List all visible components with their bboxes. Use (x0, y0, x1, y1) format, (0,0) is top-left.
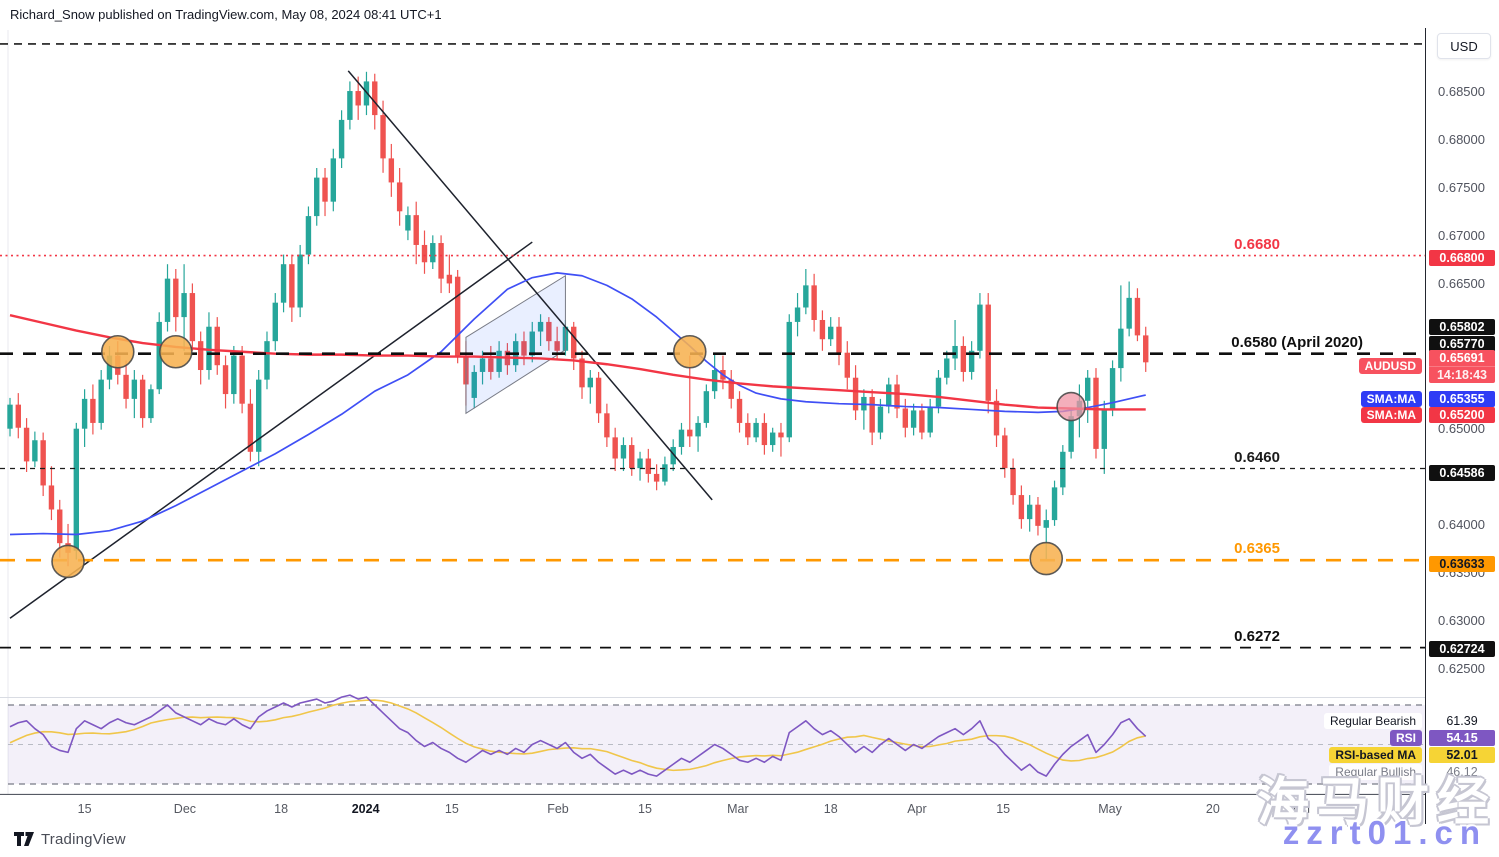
attribution-text: Richard_Snow published on TradingView.co… (10, 7, 442, 22)
price-tick-label: 0.63000 (1438, 613, 1485, 629)
rsi-row-value: 61.39 (1429, 713, 1495, 729)
time-tick-label: May (1098, 802, 1122, 816)
badge-value: 0.65355 (1439, 392, 1485, 406)
price-badge-0.65691: 0.65691 14:18:43 (1429, 350, 1495, 383)
time-tick-label: Mar (727, 802, 749, 816)
rsi-ma-line (9, 699, 1146, 772)
rsi-row-value: 46.12 (1429, 764, 1495, 780)
badge-value: 0.64586 (1439, 466, 1485, 480)
price-badge-0.66800: 0.66800 (1429, 250, 1495, 266)
sma-blue-line (9, 272, 1146, 536)
badge-value: 0.66800 (1439, 251, 1485, 265)
countdown-timer: 14:18:43 (1429, 366, 1495, 383)
time-tick-label: 2024 (351, 802, 380, 816)
symbol-tag: AUDUSD (1358, 358, 1422, 374)
price-tick-label: 0.67000 (1438, 228, 1485, 244)
price-axis[interactable]: USD 0.68500 0.68000 0.67500 0.67000 0.66500 0… (1425, 28, 1499, 824)
rsi-row-name: RSI (1389, 730, 1422, 746)
time-tick-label: Apr (907, 802, 927, 816)
orange-marker-circle (1029, 541, 1064, 576)
time-tick-label: 15 (638, 802, 652, 816)
price-tick-label: 0.62500 (1438, 661, 1485, 677)
time-tick-label: Dec (173, 802, 197, 816)
trendline (347, 70, 713, 501)
watermark-url: zzrt01.cn (1282, 814, 1487, 851)
price-badge-0.65355: 0.65355 (1429, 391, 1495, 407)
tradingview-logo-icon (14, 832, 34, 846)
footer-bar: TradingView (0, 824, 1499, 857)
price-tick-label: 0.66500 (1438, 276, 1485, 292)
price-badge-0.65770: 0.65770 (1429, 336, 1495, 352)
orange-marker-circle (51, 544, 85, 579)
pink-marker-circle (1056, 391, 1086, 422)
badge-value: 0.65200 (1439, 408, 1485, 422)
sma-tag: SMA:MA (1360, 407, 1422, 423)
price-badge-0.62724: 0.62724 (1429, 641, 1495, 657)
rsi-row-name: RSI-based MA (1329, 747, 1422, 763)
time-tick-label: 18 (274, 802, 289, 816)
price-tick-label: 0.65000 (1438, 420, 1485, 436)
badge-value: 0.65770 (1439, 337, 1485, 351)
price-tick-label: 0.68000 (1438, 132, 1485, 148)
time-tick-label: 15 (996, 802, 1011, 816)
price-tick-label: 0.68500 (1438, 84, 1485, 99)
badge-value: 0.65802 (1439, 320, 1485, 334)
time-tick-label: Jun (1289, 802, 1310, 816)
rsi-line (9, 694, 1147, 777)
badge-value: 0.62724 (1439, 642, 1485, 656)
currency-toggle-button[interactable]: USD (1437, 33, 1491, 59)
candles (7, 71, 1149, 567)
price-tick-label: 0.67500 (1438, 180, 1485, 196)
time-tick-label: Feb (547, 802, 569, 816)
orange-marker-circle (159, 334, 193, 369)
watermark-chinese: 海马财经 (1256, 774, 1497, 832)
price-badge-0.63633: 0.63633 (1429, 556, 1495, 572)
rsi-row-value: 52.01 (1429, 747, 1495, 763)
rsi-row-value: 54.15 (1429, 730, 1495, 746)
orange-marker-circle (100, 334, 135, 369)
sma-red-line (9, 314, 1146, 411)
time-tick-label: 15 (444, 802, 459, 816)
orange-marker-circle (672, 334, 707, 369)
badge-value: 0.63633 (1439, 557, 1485, 571)
price-badge-0.65802: 0.65802 (1429, 319, 1495, 335)
rsi-row-name: Regular Bullish (1329, 764, 1422, 780)
price-badge-0.65200: 0.65200 (1429, 407, 1495, 423)
price-tick-label: 0.64000 (1438, 516, 1485, 532)
sma-tag: SMA:MA (1360, 391, 1422, 407)
price-badge-0.64586: 0.64586 (1429, 465, 1495, 481)
trendline (9, 241, 533, 619)
time-tick-label: 15 (77, 802, 92, 816)
time-axis[interactable]: 15 Dec 18 2024 15 Feb 15 Mar 18 Apr 15 May 20 Jun (0, 795, 1499, 825)
tradingview-logo[interactable]: TradingView (14, 831, 126, 848)
flag-channel (465, 274, 566, 415)
tradingview-logo-text: TradingView (41, 831, 126, 848)
rsi-row-name: Regular Bearish (1323, 713, 1422, 729)
badge-value: 0.65691 (1439, 351, 1485, 365)
time-tick-label: 20 (1205, 802, 1220, 816)
time-tick-label: 18 (823, 802, 838, 816)
